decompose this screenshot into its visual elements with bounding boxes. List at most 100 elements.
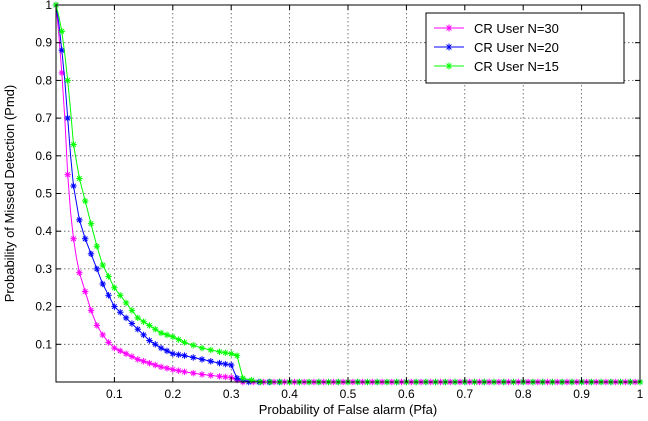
ticks: 0.1 0.2 0.3 0.4 0.5 0.6 0.7 0.8 0.9 1 0.1 0.2 0.3 0.4… (35, 0, 643, 401)
star-marker (169, 350, 176, 357)
star-marker (117, 347, 124, 355)
x-tick-label: 0.9 (573, 387, 590, 401)
legend-entry: CR User N=20 (434, 40, 559, 55)
x-tick-label: 1 (637, 387, 644, 401)
star-marker (122, 350, 130, 357)
star-marker (239, 375, 247, 382)
star-marker (445, 43, 453, 51)
star-marker (175, 351, 182, 358)
star-marker (190, 342, 197, 349)
star-marker (87, 220, 95, 227)
star-marker (87, 307, 95, 314)
star-marker (445, 62, 453, 70)
star-marker (152, 341, 159, 348)
star-marker (207, 346, 214, 354)
x-tick-label: 0.2 (164, 387, 181, 401)
star-marker (76, 216, 83, 224)
star-marker (190, 354, 197, 361)
star-marker (64, 77, 71, 84)
star-marker (198, 344, 206, 352)
star-marker (228, 361, 235, 369)
y-tick-label: 0.4 (35, 224, 52, 238)
star-marker (181, 352, 188, 359)
star-marker (105, 292, 112, 299)
star-marker (70, 235, 77, 242)
star-marker (157, 363, 165, 371)
y-axis-label: Probability of Missed Detection (Pmd) (2, 85, 17, 302)
y-tick-label: 0.3 (35, 262, 52, 276)
star-marker (134, 356, 141, 363)
y-tick-label: 1 (45, 0, 52, 12)
star-marker (117, 292, 124, 299)
star-marker (169, 366, 176, 373)
star-marker (146, 337, 153, 344)
star-marker (111, 303, 118, 310)
star-marker (76, 269, 83, 276)
star-marker (99, 261, 106, 269)
y-tick-label: 0.8 (35, 73, 52, 87)
star-marker (198, 356, 206, 363)
star-marker (128, 307, 136, 314)
star-marker (58, 28, 66, 35)
star-marker (163, 365, 171, 372)
y-tick-label: 0.9 (35, 36, 52, 50)
star-marker (82, 288, 89, 295)
x-tick-label: 0.1 (106, 387, 123, 401)
legend-label: CR User N=30 (474, 21, 559, 36)
star-marker (152, 361, 159, 369)
star-marker (216, 359, 223, 367)
x-tick-label: 0.6 (398, 387, 415, 401)
legend-entry: CR User N=15 (434, 59, 559, 74)
star-marker (228, 350, 235, 357)
star-marker (122, 299, 130, 307)
star-marker (233, 375, 241, 382)
x-tick-label: 0.8 (515, 387, 532, 401)
star-marker (111, 284, 118, 291)
legend-entry: CR User N=30 (434, 21, 559, 36)
star-marker (152, 326, 159, 333)
y-tick-label: 0.6 (35, 149, 52, 163)
star-marker (190, 369, 197, 377)
star-marker (175, 367, 182, 374)
legend-label: CR User N=15 (474, 59, 559, 74)
x-tick-label: 0.7 (456, 387, 473, 401)
star-marker (122, 314, 130, 322)
star-marker (222, 360, 229, 368)
star-marker (105, 273, 112, 280)
y-tick-label: 0.7 (35, 111, 52, 125)
star-marker (207, 358, 214, 365)
star-marker (181, 339, 188, 346)
star-marker (76, 175, 83, 182)
star-marker (233, 352, 241, 359)
star-marker (134, 314, 141, 322)
star-marker (128, 320, 136, 327)
star-marker (169, 333, 176, 340)
star-marker (117, 309, 124, 316)
star-marker (157, 329, 165, 337)
star-marker (93, 322, 101, 329)
star-marker (70, 141, 77, 148)
star-marker (198, 371, 206, 378)
star-marker (140, 318, 147, 325)
star-marker (207, 372, 214, 379)
star-marker (146, 359, 153, 367)
star-marker (146, 322, 153, 329)
x-tick-label: 0.3 (223, 387, 240, 401)
star-marker (111, 344, 118, 352)
legend-box (425, 12, 625, 84)
star-marker (163, 331, 171, 339)
star-marker (64, 171, 71, 178)
star-marker (93, 243, 101, 250)
y-tick-label: 0.2 (35, 300, 52, 314)
star-marker (157, 344, 165, 352)
star-marker (134, 326, 141, 333)
star-marker (105, 339, 112, 346)
star-marker (222, 373, 229, 381)
star-marker (87, 250, 95, 258)
star-marker (216, 373, 223, 380)
star-marker (163, 347, 171, 355)
y-tick-label: 0.5 (35, 187, 52, 201)
x-tick-label: 0.5 (340, 387, 357, 401)
legend-label: CR User N=20 (474, 40, 559, 55)
